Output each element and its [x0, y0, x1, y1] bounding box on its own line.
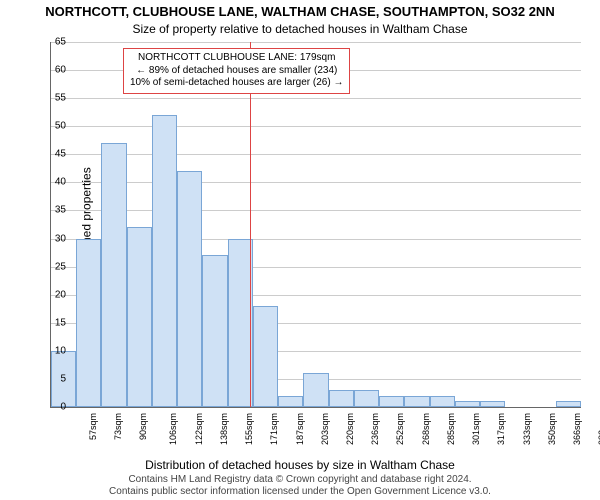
histogram-bar: [177, 171, 202, 407]
plot-area: NORTHCOTT CLUBHOUSE LANE: 179sqm← 89% of…: [50, 42, 581, 408]
chart-title: NORTHCOTT, CLUBHOUSE LANE, WALTHAM CHASE…: [0, 4, 600, 19]
annotation-box: NORTHCOTT CLUBHOUSE LANE: 179sqm← 89% of…: [123, 48, 350, 94]
histogram-bar: [480, 401, 505, 407]
xtick-label: 106sqm: [168, 413, 178, 445]
histogram-bar: [152, 115, 177, 407]
footer: Contains HM Land Registry data © Crown c…: [0, 474, 600, 498]
gridline: [51, 98, 581, 99]
reference-line: [250, 42, 251, 407]
ytick-label: 55: [46, 93, 66, 104]
xtick-label: 138sqm: [219, 413, 229, 445]
annotation-line: ← 89% of detached houses are smaller (23…: [130, 65, 343, 78]
footer-line-2: Contains public sector information licen…: [0, 486, 600, 498]
gridline: [51, 182, 581, 183]
histogram-bar: [76, 239, 101, 407]
xtick-label: 171sqm: [269, 413, 279, 445]
xtick-label: 366sqm: [572, 413, 582, 445]
histogram-bar: [101, 143, 126, 407]
annotation-line: 10% of semi-detached houses are larger (…: [130, 77, 343, 90]
xtick-label: 57sqm: [88, 413, 98, 440]
xtick-label: 187sqm: [295, 413, 305, 445]
xtick-label: 268sqm: [421, 413, 431, 445]
ytick-label: 0: [46, 402, 66, 413]
ytick-label: 50: [46, 121, 66, 132]
ytick-label: 30: [46, 233, 66, 244]
xtick-label: 333sqm: [522, 413, 532, 445]
gridline: [51, 210, 581, 211]
histogram-bar: [430, 396, 455, 407]
ytick-label: 25: [46, 261, 66, 272]
gridline: [51, 154, 581, 155]
xtick-label: 317sqm: [496, 413, 506, 445]
xtick-label: 73sqm: [113, 413, 123, 440]
xtick-label: 155sqm: [244, 413, 254, 445]
xtick-label: 252sqm: [396, 413, 406, 445]
ytick-label: 10: [46, 345, 66, 356]
histogram-bar: [329, 390, 354, 407]
xtick-label: 122sqm: [194, 413, 204, 445]
xtick-label: 236sqm: [370, 413, 380, 445]
ytick-label: 40: [46, 177, 66, 188]
ytick-label: 65: [46, 37, 66, 48]
histogram-bar: [253, 306, 278, 407]
ytick-label: 35: [46, 205, 66, 216]
chart-subtitle: Size of property relative to detached ho…: [0, 22, 600, 36]
histogram-bar: [278, 396, 303, 407]
ytick-label: 5: [46, 373, 66, 384]
histogram-bar: [455, 401, 480, 407]
ytick-label: 45: [46, 149, 66, 160]
annotation-line: NORTHCOTT CLUBHOUSE LANE: 179sqm: [130, 52, 343, 65]
xtick-label: 285sqm: [446, 413, 456, 445]
xtick-label: 90sqm: [138, 413, 148, 440]
histogram-bar: [202, 255, 227, 407]
chart-container: NORTHCOTT, CLUBHOUSE LANE, WALTHAM CHASE…: [0, 0, 600, 500]
xtick-label: 350sqm: [547, 413, 557, 445]
ytick-label: 20: [46, 289, 66, 300]
xtick-label: 203sqm: [320, 413, 330, 445]
ytick-label: 15: [46, 317, 66, 328]
histogram-bar: [303, 373, 328, 407]
histogram-bar: [127, 227, 152, 407]
histogram-bar: [379, 396, 404, 407]
xtick-label: 301sqm: [471, 413, 481, 445]
x-axis-label: Distribution of detached houses by size …: [0, 458, 600, 472]
histogram-bar: [556, 401, 581, 407]
histogram-bar: [354, 390, 379, 407]
ytick-label: 60: [46, 65, 66, 76]
histogram-bar: [404, 396, 429, 407]
gridline: [51, 42, 581, 43]
footer-line-1: Contains HM Land Registry data © Crown c…: [0, 474, 600, 486]
gridline: [51, 126, 581, 127]
xtick-label: 220sqm: [345, 413, 355, 445]
